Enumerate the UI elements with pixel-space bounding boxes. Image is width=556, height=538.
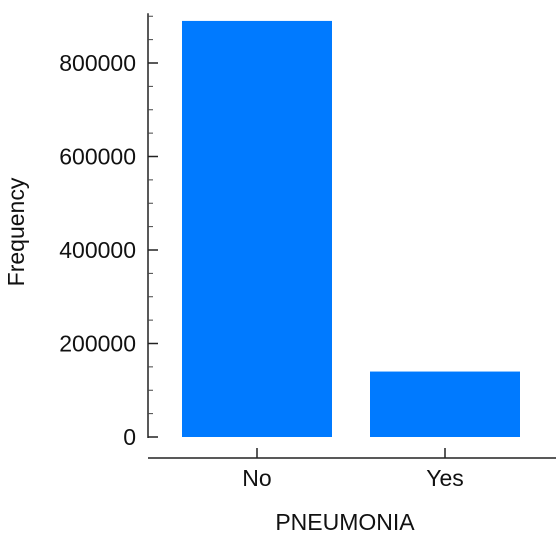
x-axis: No Yes [148, 448, 556, 491]
x-tick-label: Yes [426, 465, 464, 491]
bars [182, 20, 520, 438]
y-tick-label: 800000 [59, 50, 136, 76]
x-tick-label: No [242, 465, 271, 491]
y-axis-label: Frequency [3, 177, 29, 286]
y-tick-label: 400000 [59, 237, 136, 263]
x-axis-label: PNEUMONIA [275, 509, 415, 535]
y-tick-label: 200000 [59, 331, 136, 357]
y-tick-label: 0 [123, 424, 136, 450]
y-tick-label: 600000 [59, 144, 136, 170]
y-axis: 0 200000 400000 600000 800000 [59, 13, 158, 450]
bar-yes [370, 371, 520, 437]
bar-no [182, 20, 332, 438]
